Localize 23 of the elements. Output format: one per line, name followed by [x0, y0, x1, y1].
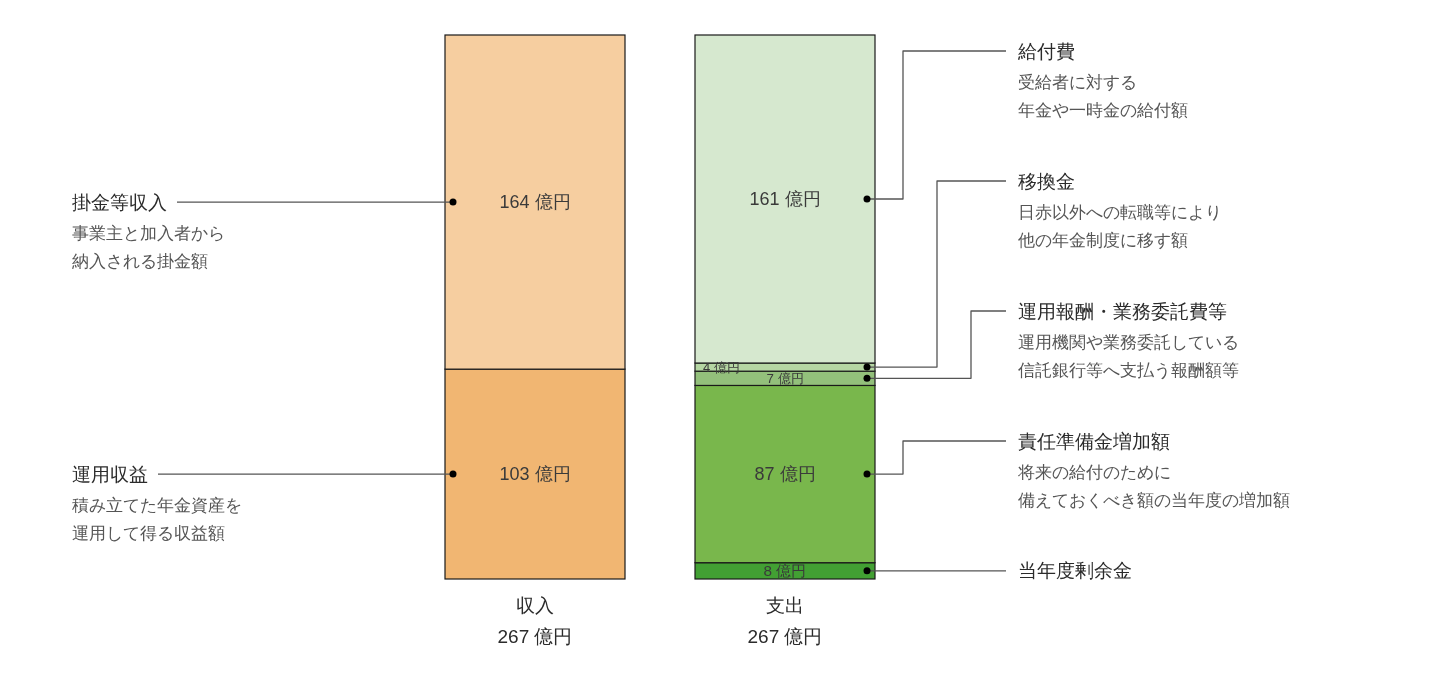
total-label: 267 億円 [747, 625, 823, 647]
data-label: 8 億円 [763, 562, 807, 580]
text: 移換金 [1018, 170, 1075, 192]
text: 給付費 [1017, 40, 1075, 62]
data-label: 164 億円 [499, 192, 571, 213]
text: 日赤以外への転職等により他の年金制度に移す額 [1018, 202, 1222, 250]
text: 積み立てた年金資産を運用して得る収益額 [72, 495, 242, 543]
data-label: 161 億円 [749, 189, 821, 210]
text: 運用収益 [72, 463, 148, 485]
data-label: 87 億円 [754, 464, 816, 485]
x-tick-label: 収入 [516, 594, 554, 616]
data-label: 7 億円 [766, 370, 804, 386]
text: 運用機関や業務委託している信託銀行等へ支払う報酬額等 [1018, 332, 1239, 380]
x-tick-label: 支出 [766, 594, 804, 616]
text: 将来の給付のために備えておくべき額の当年度の増加額 [1017, 462, 1290, 510]
text: 事業主と加入者から納入される掛金額 [72, 223, 225, 271]
data-label: 103 億円 [499, 464, 571, 485]
text: 掛金等収入 [72, 191, 167, 213]
text: 運用報酬・業務委託費等 [1018, 300, 1227, 322]
total-label: 267 億円 [497, 625, 573, 647]
text: 当年度剰余金 [1018, 560, 1132, 582]
text: 受給者に対する年金や一時金の給付額 [1018, 72, 1188, 120]
text: 責任準備金増加額 [1018, 430, 1170, 452]
